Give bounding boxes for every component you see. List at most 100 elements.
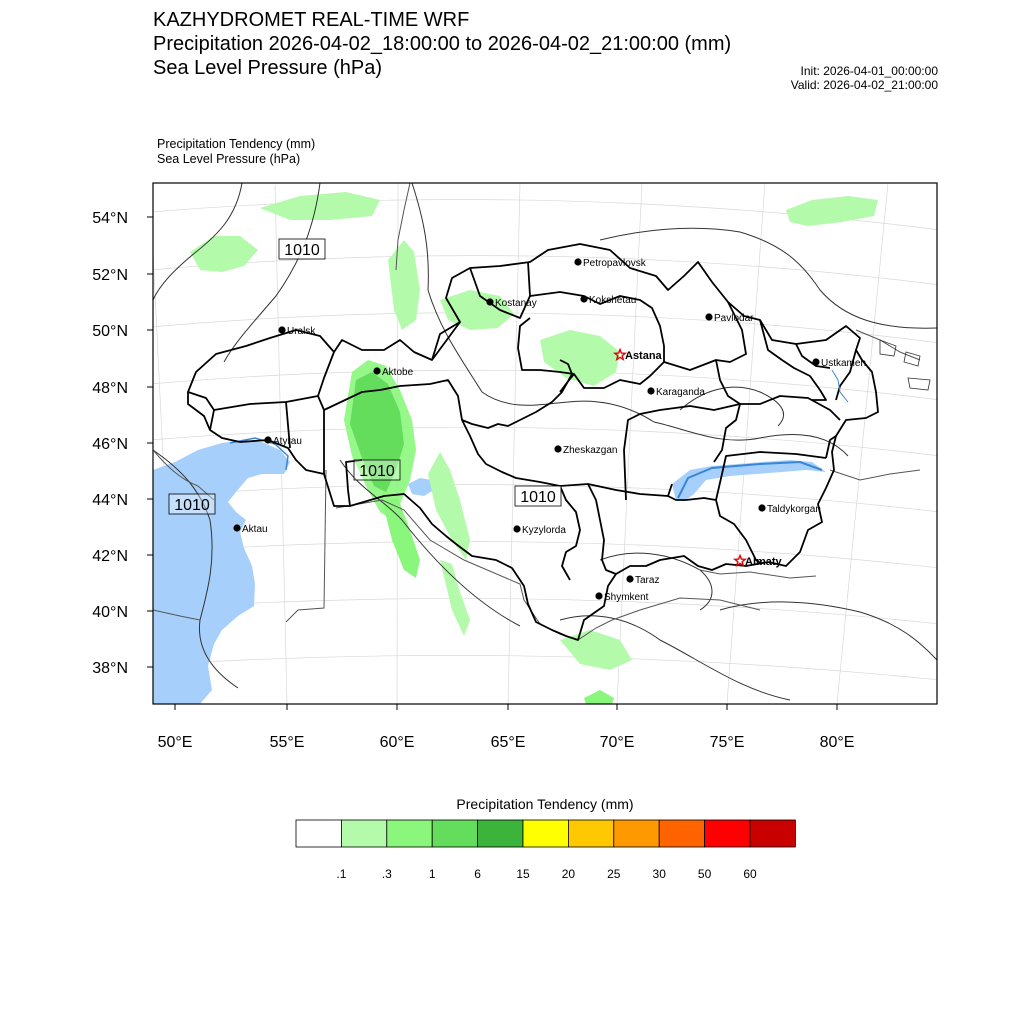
lat-tick-label: 38°N [92,660,128,677]
balkhash-lake [672,460,826,500]
lon-tick-label: 75°E [710,734,745,751]
axes-layer: 54°N 52°N 50°N 48°N 46°N 44°N 42°N 40°N 38°N 50°E… [92,210,854,751]
slp-subtitle: Sea Level Pressure (hPa) [153,57,383,79]
isobar-labels: 1010 1010 1010 1010 [168,238,562,515]
colorbar-label: .1 [336,867,346,881]
city-pavlodar: Pavlodar [705,313,754,324]
lat-tick-label: 52°N [92,267,128,284]
lat-tick-label: 44°N [92,492,128,509]
isobars [153,183,937,701]
precip-subtitle: Precipitation 2026-04-02_18:00:00 to 202… [153,33,732,55]
city-dot-icon [554,445,562,453]
cities-layer: Petropavlovsk Kostanay Kokshetau Pavlodar Ur… [233,258,866,603]
precip-tail-south [382,498,420,578]
city-shymkent: Shymkent [595,592,649,603]
colorbar-title: Precipitation Tendency (mm) [456,796,634,812]
colorbar-swatch [340,819,388,848]
city-dot-icon [574,258,582,266]
isobar-label-3: 1010 [168,493,216,515]
region-karaganda-s [559,403,741,501]
city-atyrau: Atyrau [264,436,302,447]
city-dot-icon [486,298,494,306]
precip-streak-s [440,560,470,636]
lat-tick-label: 54°N [92,210,128,227]
city-kyzylorda: Kyzylorda [513,525,566,536]
city-dot-icon [278,326,286,334]
region-west-kaz [187,351,335,411]
region-kostanay [431,261,531,361]
init-time: Init: 2026-04-01_00:00:00 [800,64,938,78]
run-info: Init: 2026-04-01_00:00:00 Valid: 2026-04… [791,64,938,92]
colorbar-swatch [522,819,569,848]
city-label: Taraz [635,575,659,586]
region-east [740,395,841,459]
city-petropavlovsk: Petropavlovsk [574,258,647,269]
city-label: Shymkent [604,592,649,603]
region-mang [461,359,573,429]
colorbar-label: 20 [562,867,576,881]
precip-northeast [786,196,878,226]
region-south [587,483,617,575]
field-labels: Precipitation Tendency (mm) Sea Level Pr… [157,137,315,167]
colorbar-swatch [613,819,660,848]
city-label: Atyrau [273,436,302,447]
city-label: Kyzylorda [522,525,566,536]
region-zhambyl [667,495,763,565]
city-kostanay: Kostanay [486,298,537,309]
colorbar-swatch [658,819,706,848]
colorbar-label: 60 [743,867,757,881]
small-lakes [879,339,931,391]
precip-northwest [190,236,258,272]
city-label: Aktau [242,524,268,535]
region-karaganda [559,301,747,463]
colorbar-label: 25 [607,867,621,881]
lon-tick-label: 65°E [491,734,526,751]
precip-southeast [560,630,632,670]
lon-tick-label: 70°E [600,734,635,751]
city-almaty: Almaty [732,553,783,568]
map-area [153,183,937,704]
precipitation-shading [190,192,878,704]
colorbar-swatch [749,819,796,848]
isobar-label-2: 1010 [353,459,401,481]
water-bodies [153,437,826,704]
capital-star-icon [612,347,628,361]
precip-streak-sw [428,452,470,560]
kazakhstan-borders [187,243,879,641]
city-karaganda: Karaganda [647,387,705,398]
city-aktau: Aktau [233,524,268,535]
precip-north-band [388,240,420,330]
lon-tick-label: 60°E [380,734,415,751]
river-irtysh [831,369,849,403]
city-zheskazgan: Zheskazgan [554,445,617,456]
lat-tick-label: 46°N [92,436,128,453]
city-dot-icon [264,436,272,444]
lat-tick-label: 42°N [92,548,128,565]
city-label: Ustkamen [821,358,866,369]
colorbar-label: 30 [653,867,667,881]
capital-star-icon [732,553,748,567]
region-abai [795,343,857,401]
city-ustkamen: Ustkamen [812,358,866,369]
isobar-label-text: 1010 [359,463,395,480]
lat-tick-label: 48°N [92,380,128,397]
precip-kostanay [440,290,514,330]
colorbar-swatch [568,819,615,848]
city-dot-icon [626,575,634,583]
slp-field-label: Sea Level Pressure (hPa) [157,152,301,166]
lat-tick-label: 50°N [92,323,128,340]
city-dot-icon [812,358,820,366]
city-label: Kostanay [495,298,537,309]
colorbar-swatch [477,819,524,848]
lon-tick-label: 55°E [270,734,305,751]
isobar-label-1: 1010 [278,238,326,260]
colorbar-label: 1 [429,867,436,881]
precip-north-center [260,192,380,220]
city-label: Zheskazgan [563,445,617,456]
city-label: Taldykorgan [767,504,821,515]
lon-tick-label: 50°E [158,734,193,751]
city-label: Uralsk [287,326,316,337]
isobar-label-text: 1010 [284,242,320,259]
city-dot-icon [233,524,241,532]
city-dot-icon [647,387,655,395]
